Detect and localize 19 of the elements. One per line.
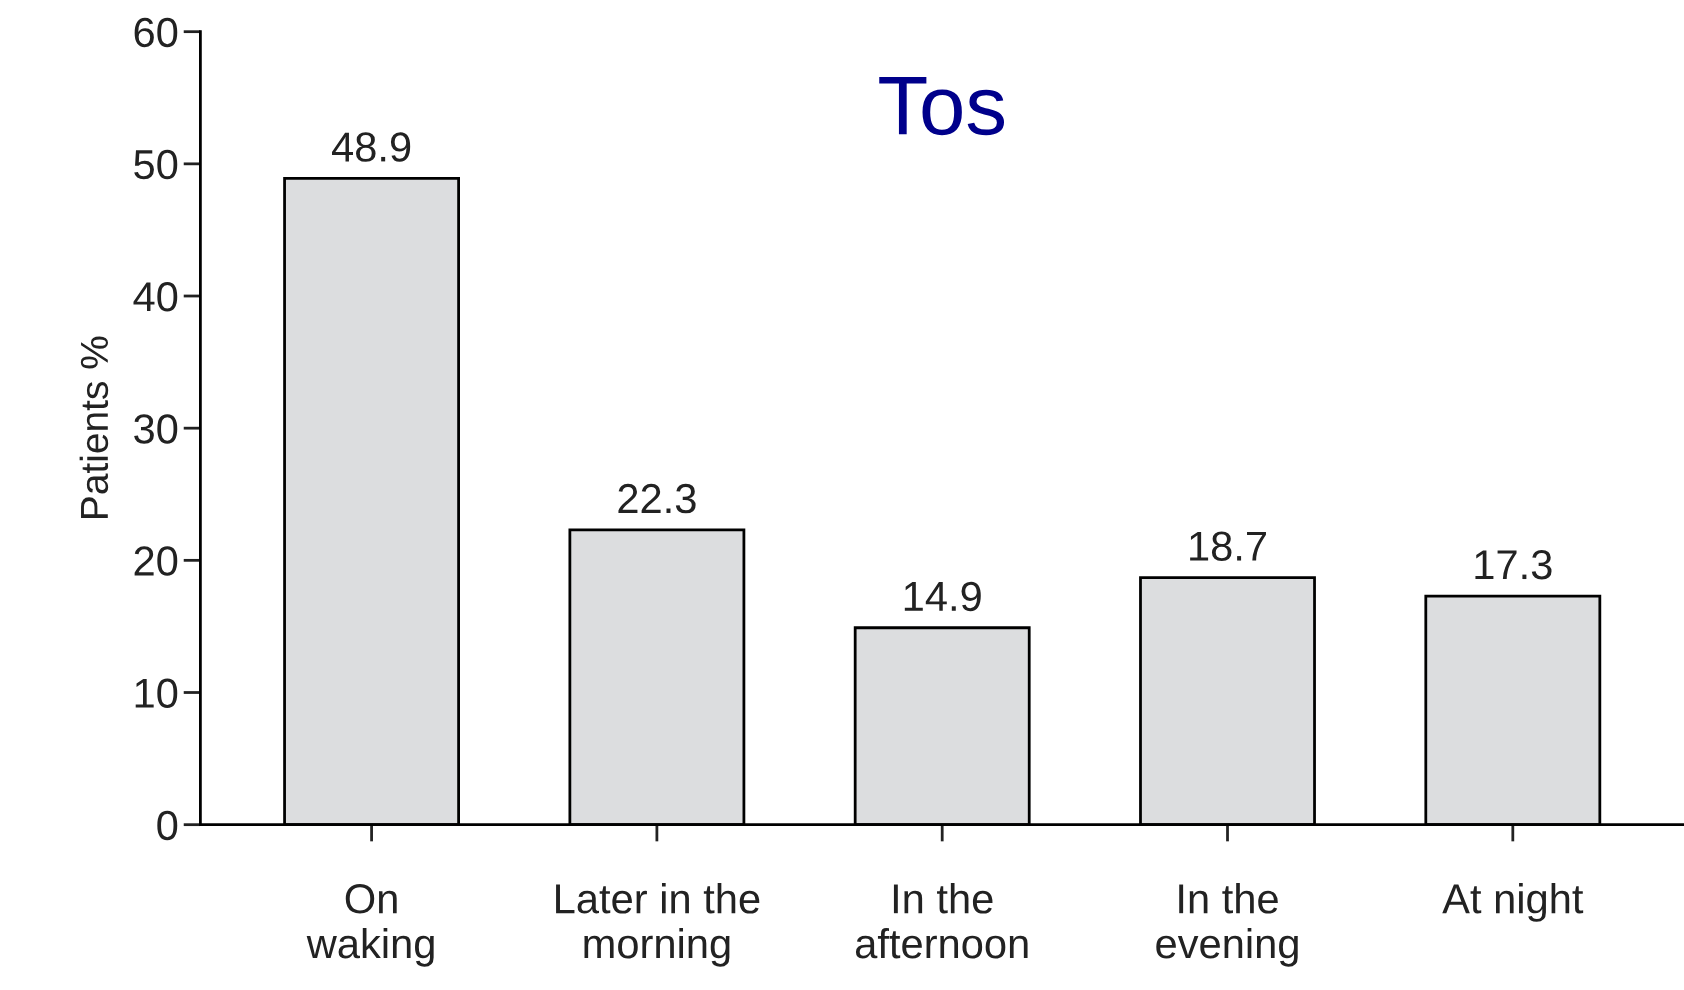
y-tick-label: 60 [134,17,178,48]
x-tick-label: Later in the morning [556,883,760,967]
x-tick-label: In the afternoon [855,883,1028,959]
chart-title: Tos [879,77,1005,136]
data-label: 22.3 [618,483,696,514]
data-label: 14.9 [904,581,981,612]
x-tick-label: In the evening [1156,883,1298,967]
y-tick-label: 50 [134,149,178,180]
data-label: 48.9 [331,132,411,162]
y-tick-label: 30 [134,414,178,444]
x-tick-label: At night [1442,883,1584,922]
x-tick-label: On waking [306,884,434,967]
y-axis-title: Patients % [79,336,109,518]
y-tick-label: 10 [135,678,178,709]
y-tick-label: 20 [134,546,178,576]
data-label: 17.3 [1475,549,1552,580]
data-label: 18.7 [1190,531,1266,561]
y-tick-label: 0 [157,810,178,841]
y-tick-label: 40 [133,282,178,312]
